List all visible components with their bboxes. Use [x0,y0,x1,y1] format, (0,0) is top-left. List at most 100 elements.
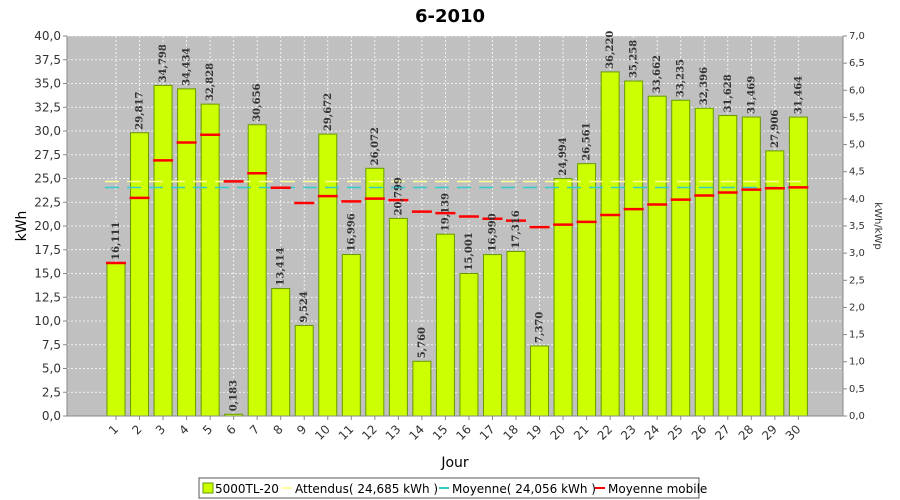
x-tick-3: 3 [153,422,168,437]
y2-tick-4: 2,0 [849,302,865,313]
y-tick-13: 32,5 [34,100,61,114]
y-tick-10: 25,0 [34,172,61,186]
x-tick-23: 23 [618,422,639,443]
x-tick-30: 30 [783,422,804,443]
value-label-day-20: 24,994 [558,137,569,175]
x-tick-11: 11 [336,422,357,443]
chart-title: 6-2010 [415,6,485,27]
bar-day-29 [765,150,785,417]
x-tick-28: 28 [736,422,757,443]
bar-day-30 [788,116,808,417]
y-tick-5: 12,5 [34,290,61,304]
x-tick-8: 8 [271,422,286,437]
x-axis-label: Jour [440,455,469,471]
y-tick-0: 0,0 [42,409,61,423]
x-tick-29: 29 [759,422,780,443]
bar-day-5 [200,103,220,417]
y-tick-12: 30,0 [34,124,61,138]
x-tick-20: 20 [547,422,568,443]
value-label-day-4: 34,434 [182,48,193,86]
value-label-day-15: 19,139 [440,193,451,231]
bar-day-26 [694,107,714,417]
bar-day-17 [482,254,502,417]
bar-day-27 [718,115,738,417]
x-tick-16: 16 [453,422,474,443]
value-label-day-11: 16,996 [346,213,357,251]
legend-moyenne-label: Moyenne( 24,056 kWh ) [452,482,596,496]
value-label-day-22: 36,220 [605,31,616,69]
y2-tick-6: 3,0 [849,248,865,259]
x-tick-19: 19 [524,422,545,443]
x-tick-14: 14 [406,422,427,443]
bar-day-3 [153,84,173,417]
y2-tick-5: 2,5 [849,275,865,286]
bar-day-24 [647,95,667,417]
x-tick-21: 21 [571,422,592,443]
x-tick-25: 25 [665,422,686,443]
x-tick-1: 1 [106,422,121,437]
x-tick-12: 12 [359,422,380,443]
x-tick-15: 15 [430,422,451,443]
x-tick-24: 24 [642,422,663,443]
x-tick-27: 27 [712,422,733,443]
value-label-day-5: 32,828 [205,63,216,101]
value-label-day-1: 16,111 [111,222,122,260]
bar-day-15 [435,233,455,417]
value-label-day-24: 33,662 [652,55,663,93]
bar-day-28 [741,116,761,417]
moving-average-group [106,133,809,265]
y-tick-15: 37,5 [34,53,61,67]
x-tick-17: 17 [477,422,498,443]
bar-day-4 [177,88,197,417]
y-tick-1: 2,5 [42,385,61,399]
y2-tick-14: 7,0 [849,31,865,42]
bar-day-14 [412,360,432,417]
y2-tick-8: 4,0 [849,194,865,205]
bar-day-20 [553,178,573,417]
x-tick-13: 13 [383,422,404,443]
value-label-day-8: 13,414 [276,247,287,285]
bar-day-9 [294,325,314,417]
bar-day-21 [577,163,597,417]
value-label-day-25: 33,235 [676,59,687,97]
value-label-day-6: 0,183 [229,380,240,411]
value-label-day-7: 30,656 [252,83,263,121]
value-label-day-23: 35,258 [629,40,640,78]
x-axis-ticks: 1 2 3 4 5 6 7 8 9 10 11 12 13 14 15 16 17 18 19 20 21 22 23 24 2… [106,416,804,443]
y2-tick-1: 0,5 [849,384,865,395]
y-tick-3: 7,5 [42,338,61,352]
y2-tick-10: 5,0 [849,140,865,151]
bar-day-22 [600,71,620,417]
value-label-day-19: 7,370 [535,312,546,343]
y2-tick-12: 6,0 [849,85,865,96]
value-label-day-14: 5,760 [417,327,428,358]
bar-day-12 [365,167,385,417]
bar-day-13 [388,217,408,417]
x-tick-6: 6 [223,422,238,437]
bar-day-25 [671,99,691,417]
value-label-day-9: 9,524 [299,291,310,322]
x-tick-10: 10 [312,422,333,443]
y2-tick-0: 0,0 [849,411,865,422]
y-tick-14: 35,0 [34,77,61,91]
value-label-day-3: 34,798 [158,44,169,82]
y2-tick-11: 5,5 [849,112,865,123]
bar-day-7 [247,124,267,417]
x-tick-4: 4 [176,422,191,437]
value-label-day-28: 31,469 [746,76,757,114]
x-tick-26: 26 [689,422,710,443]
y2-axis-ticks: 0,0 0,5 1,0 1,5 2,0 2,5 3,0 3,5 4,0 4,5 5,0 5,5 6,0 6… [843,31,865,422]
y2-tick-13: 6,5 [849,58,865,69]
x-tick-22: 22 [595,422,616,443]
y-tick-11: 27,5 [34,148,61,162]
bar-day-16 [459,272,479,417]
y-tick-4: 10,0 [34,314,61,328]
x-tick-9: 9 [294,422,309,437]
bar-day-2 [130,132,150,417]
y-tick-9: 22,5 [34,195,61,209]
y-axis-label: kWh [14,211,30,242]
value-label-day-18: 17,316 [511,210,522,248]
bar-day-10 [318,133,338,417]
x-tick-7: 7 [247,422,262,437]
